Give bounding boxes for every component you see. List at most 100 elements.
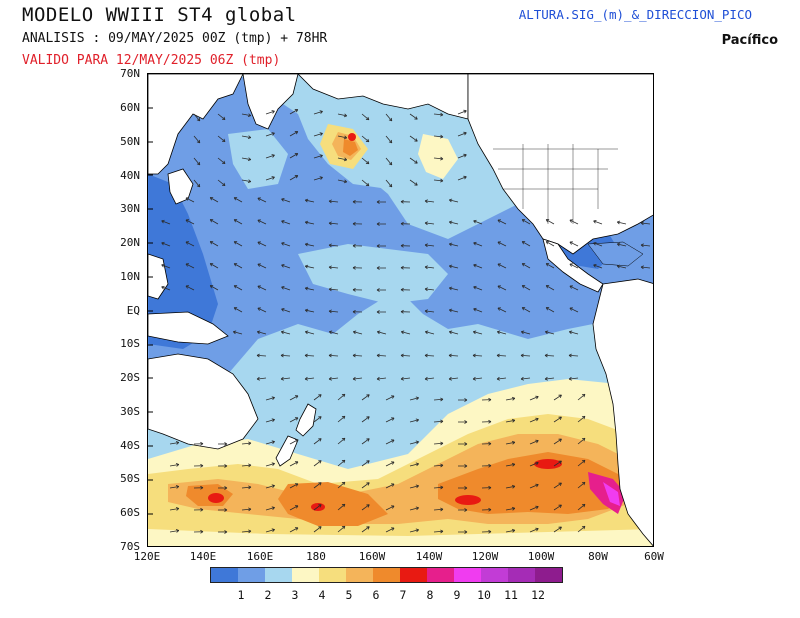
wave-arrow [505,463,515,467]
wave-arrow [361,416,370,423]
wave-arrow [265,132,275,137]
wave-arrow [337,481,346,489]
wave-arrow [241,442,251,445]
lat-label: 50N [120,135,140,148]
wave-arrow-head [352,243,356,248]
wave-arrow-head [424,265,428,270]
wave-arrow-head [257,219,261,223]
wave-arrow [529,528,539,533]
wave-arrow-head [376,266,380,270]
wave-arrow [425,377,435,380]
wave-arrow [569,241,579,247]
wave-arrow-head [488,441,492,446]
wave-arrow-head [271,154,275,158]
wave-arrow-head [558,438,562,442]
wave-arrow-head [271,110,275,114]
wave-arrow-head [175,485,180,489]
product-name[interactable]: ALTURA.SIG_(m)_&_DIRECCION_PICO [518,7,752,22]
wave-arrow-head [328,199,332,204]
wave-arrow [409,135,418,142]
wave-arrow [257,285,267,291]
wave-arrow [449,287,459,291]
wave-arrow-head [366,526,370,530]
wave-arrow [313,154,323,159]
wave-arrow [553,460,562,467]
wave-arrow [257,197,267,203]
wave-arrow [425,310,435,313]
wave-arrow [313,132,323,137]
wave-arrow [313,482,322,489]
wave-arrow [313,526,322,533]
wave-arrow [505,485,515,489]
analysis-time: ANALISIS : 09/MAY/2025 00Z (tmp) + 78HR [22,31,328,46]
wave-arrow-head [545,307,550,311]
south-zone-7-a [278,482,388,526]
wave-arrow-head [257,330,261,335]
wave-arrow-head [473,307,477,312]
wave-arrow [424,354,435,357]
wave-arrow [497,241,507,247]
wave-arrow [305,265,315,269]
color-swatch [265,568,292,582]
wave-arrow [185,285,195,291]
wave-arrow-head [593,263,597,268]
wave-arrow-head [391,527,395,531]
wave-arrow-head [448,308,453,313]
wave-arrow-head [440,441,444,446]
wave-arrow-head [464,398,468,402]
wave-arrow-head [415,440,419,445]
land-new-guinea [148,311,229,345]
wave-arrow [281,377,291,380]
wave-arrow-head [520,376,524,381]
wave-arrow-head [233,330,237,335]
wave-arrow [233,263,243,269]
wave-arrow-head [233,285,238,289]
wave-arrow-head [200,463,204,468]
wave-arrow-head [185,219,189,223]
wave-arrow-head [414,160,418,164]
wave-arrow-head [271,396,275,400]
wave-arrow-head [464,420,468,424]
wave-arrow-head [318,526,322,530]
wave-arrow-head [464,486,468,490]
wave-arrow [569,307,579,313]
wave-arrow-head [388,117,393,122]
wave-arrow-head [233,263,238,267]
wave-arrow [257,263,267,269]
wave-arrow-head [448,286,453,291]
wave-arrow [289,131,298,137]
wave-arrow [281,331,291,335]
wave-height-map[interactable] [147,73,654,547]
wave-arrow-head [401,330,405,335]
wave-arrow-head [558,460,562,464]
wave-arrow-head [257,285,261,289]
wave-arrow [257,377,267,380]
wave-arrow-head [271,484,275,488]
wave-arrow [337,157,347,161]
wave-arrow [376,354,387,357]
wave-arrow-head [256,353,260,358]
wave-arrow [161,220,171,225]
south-zone-4-edge [148,529,653,546]
wave-arrow [433,442,444,445]
wave-zone-1-west [148,174,218,349]
wave-arrow-head [414,182,418,186]
wave-arrow-head [535,417,539,422]
wave-arrow [433,157,443,160]
wave-arrow-head [209,263,214,267]
wave-arrow-head [520,353,524,358]
wave-arrow [529,506,539,511]
south-zone-7-b [438,452,628,514]
wave-arrow [409,529,419,533]
wave-arrow-head [448,376,452,381]
wave-arrow [337,135,347,139]
wave-arrow [577,393,586,401]
wave-arrow-head [377,330,381,335]
wave-arrow-head [353,330,357,335]
wave-arrow-head [616,264,621,269]
wave-arrow-head [424,376,428,381]
wave-arrow [449,377,459,380]
wave-arrow-head [281,264,285,268]
lon-label: 160E [246,550,274,563]
wave-arrow-head [328,309,332,314]
